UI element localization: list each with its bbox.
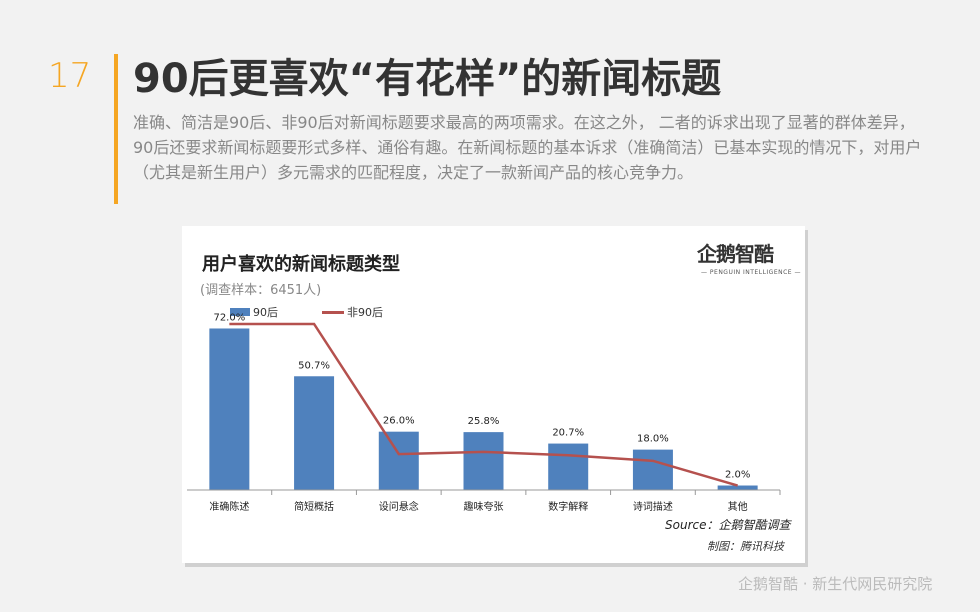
data-label-2: 26.0% — [383, 416, 415, 427]
chart-legend: 90后 非90后 — [230, 304, 383, 320]
legend-label-90hou: 90后 — [253, 306, 278, 319]
maker-note: 制图：腾讯科技 — [707, 540, 784, 553]
x-tick-label-0: 准确陈述 — [209, 500, 249, 513]
logo-subtext: — PENGUIN INTELLIGENCE — — [701, 269, 801, 276]
data-label-0: 72.0% — [213, 312, 245, 323]
data-label-1: 50.7% — [298, 360, 330, 371]
accent-bar — [114, 54, 118, 204]
legend-swatch-90hou — [230, 308, 250, 316]
x-tick-label-2: 设问悬念 — [379, 500, 419, 513]
bar-3 — [463, 432, 504, 490]
legend-swatch-fei90hou — [322, 310, 344, 314]
bar-5 — [632, 449, 673, 490]
bar-6 — [717, 485, 758, 490]
bar-4 — [548, 443, 589, 490]
source-note: Source：企鹅智酷调查 — [665, 518, 791, 532]
data-label-3: 25.8% — [468, 416, 500, 427]
logo-text: 企鹅智酷 — [697, 242, 774, 266]
page-title: 90后更喜欢“有花样”的新闻标题 — [133, 56, 722, 102]
line-series-fei90hou — [229, 322, 738, 487]
bar-0 — [209, 328, 250, 490]
chart-subtitle: (调查样本：6451人) — [200, 283, 322, 298]
chart-title: 用户喜欢的新闻标题类型 — [202, 254, 400, 275]
x-tick-label-1: 简短概括 — [294, 500, 334, 513]
x-tick-label-6: 其他 — [728, 500, 748, 513]
x-tick-label-4: 数字解释 — [548, 500, 588, 513]
intro-paragraph: 准确、简洁是90后、非90后对新闻标题要求最高的两项需求。在这之外， 二者的诉求… — [133, 113, 922, 182]
bar-2 — [378, 431, 419, 490]
data-label-6: 2.0% — [725, 470, 750, 481]
legend-label-fei90hou: 非90后 — [347, 306, 383, 319]
chart-plot: 72.0% 准确陈述 50.7% 简短概括 26.0% 设问悬念 25.8% 趣味夸张 20.7… — [187, 312, 781, 513]
bar-1 — [294, 376, 335, 490]
chart-card: 用户喜欢的新闻标题类型 (调查样本：6451人) 企鹅智酷 — PENGUIN … — [182, 226, 805, 563]
page-number: 17 — [48, 56, 92, 96]
brand-logo: 企鹅智酷 — PENGUIN INTELLIGENCE — — [697, 238, 801, 284]
footer-brand: 企鹅智酷 · 新生代网民研究院 — [738, 575, 933, 593]
x-tick-label-3: 趣味夸张 — [464, 500, 504, 513]
data-label-4: 20.7% — [552, 428, 584, 439]
x-tick-label-5: 诗词描述 — [633, 500, 673, 513]
data-label-5: 18.0% — [637, 434, 669, 445]
